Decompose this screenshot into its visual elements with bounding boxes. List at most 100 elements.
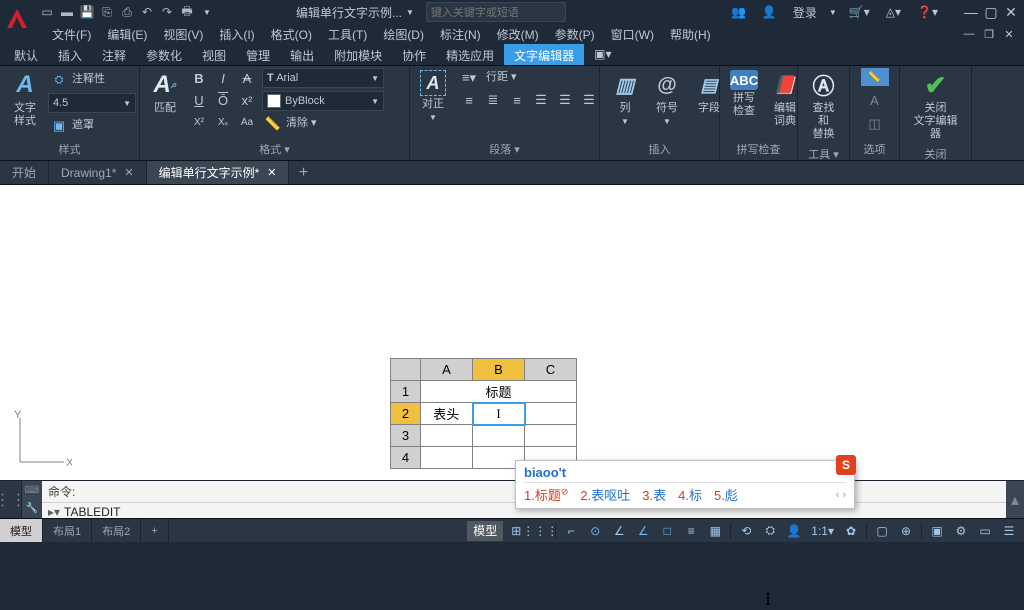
- bullet-button[interactable]: ≡▾: [458, 68, 480, 88]
- annotative-icon[interactable]: ⛭: [48, 70, 70, 90]
- doc-tab-start[interactable]: 开始: [0, 161, 49, 184]
- menu-file[interactable]: 文件(F): [44, 26, 99, 43]
- editing-table[interactable]: A B C 1 标题 2 表头 I 3 4: [390, 358, 577, 469]
- table-cell[interactable]: [525, 425, 577, 447]
- column-button[interactable]: ▥ 列▼: [606, 68, 644, 128]
- ribbon-tab-texteditor[interactable]: 文字编辑器: [504, 44, 584, 65]
- app-logo[interactable]: [4, 6, 30, 32]
- clear-button[interactable]: 清除 ▾: [286, 117, 317, 130]
- drawing-canvas[interactable]: Y X A B C 1 标题 2 表头 I 3 4 I: [0, 185, 1024, 480]
- menu-edit[interactable]: 编辑(E): [99, 26, 155, 43]
- menu-draw[interactable]: 绘图(D): [375, 26, 432, 43]
- scale-button[interactable]: 1:1▾: [807, 521, 838, 541]
- find-replace-button[interactable]: Ⓐ 查找和 替换: [804, 68, 843, 144]
- close-button[interactable]: ✕: [1002, 4, 1020, 20]
- table-row[interactable]: 3: [391, 425, 577, 447]
- units-icon[interactable]: ⊕: [895, 521, 917, 541]
- ribbon-tab-featured[interactable]: 精选应用: [436, 44, 504, 65]
- ribbon-tab-parametric[interactable]: 参数化: [136, 44, 192, 65]
- menu-help[interactable]: 帮助(H): [662, 26, 719, 43]
- close-tab-icon[interactable]: ✕: [124, 166, 133, 179]
- ribbon-tab-manage[interactable]: 管理: [236, 44, 280, 65]
- open-icon[interactable]: ▬: [58, 3, 76, 21]
- table-cell[interactable]: [525, 403, 577, 425]
- saveas-icon[interactable]: ⎘: [98, 3, 116, 21]
- ime-candidate[interactable]: 2.表呕吐: [580, 485, 630, 504]
- col-header[interactable]: C: [525, 359, 577, 381]
- minimize-button[interactable]: —: [962, 4, 980, 20]
- qat-more-icon[interactable]: ▼: [198, 3, 216, 21]
- ime-candidate[interactable]: 3.表: [642, 485, 666, 504]
- align-justify-button[interactable]: ☰: [530, 90, 552, 110]
- login-button[interactable]: 登录: [789, 4, 821, 21]
- child-restore-button[interactable]: ❐: [980, 26, 998, 42]
- align-left-button[interactable]: ≡: [458, 90, 480, 110]
- mask-icon[interactable]: ▣: [48, 116, 70, 136]
- cleanscreen-icon[interactable]: ▭: [974, 521, 996, 541]
- ruler-icon[interactable]: 📏: [262, 114, 284, 134]
- new-icon[interactable]: ▭: [38, 3, 56, 21]
- customize-icon[interactable]: ☰: [998, 521, 1020, 541]
- row-header[interactable]: 4: [391, 447, 421, 469]
- row-header[interactable]: 3: [391, 425, 421, 447]
- ribbon-tab-default[interactable]: 默认: [4, 44, 48, 65]
- row-header[interactable]: 1: [391, 381, 421, 403]
- table-cell[interactable]: [421, 425, 473, 447]
- bold-button[interactable]: B: [188, 68, 210, 88]
- table-cell[interactable]: 标题: [421, 381, 577, 403]
- annovisibility-icon[interactable]: 👤: [783, 521, 805, 541]
- command-line[interactable]: ⋮⋮ ⌨ 🔧 命令: ▸▾ TABLEDIT ▴: [0, 480, 1024, 518]
- symbol-button[interactable]: @ 符号▼: [648, 68, 686, 128]
- signin-icon[interactable]: 👥: [727, 5, 750, 19]
- add-tab-button[interactable]: +: [289, 161, 317, 184]
- table-cell[interactable]: 表头: [421, 403, 473, 425]
- col-header[interactable]: B: [473, 359, 525, 381]
- status-model-button[interactable]: 模型: [467, 521, 503, 541]
- search-input[interactable]: [431, 7, 561, 19]
- text-height-dropdown[interactable]: 4.5▼: [48, 93, 136, 113]
- overline-button[interactable]: Ō: [212, 90, 234, 110]
- lineweight-icon[interactable]: ≡: [680, 521, 702, 541]
- ribbon-tab-collab[interactable]: 协作: [392, 44, 436, 65]
- login-dropdown-icon[interactable]: ▼: [829, 8, 837, 17]
- annoscale-icon[interactable]: ⛭: [759, 521, 781, 541]
- option-b-button[interactable]: ◫: [864, 114, 886, 134]
- doc-tab-current[interactable]: 编辑单行文字示例* ✕: [147, 161, 290, 184]
- menu-modify[interactable]: 修改(M): [489, 26, 547, 43]
- menu-dimension[interactable]: 标注(N): [432, 26, 489, 43]
- table-cell[interactable]: [473, 425, 525, 447]
- ime-candidate-window[interactable]: S biaoo't 1.标题⊘ 2.表呕吐 3.表 4.标 5.彪 ‹ ›: [515, 460, 855, 509]
- ime-nav[interactable]: ‹ ›: [836, 489, 846, 501]
- user-icon[interactable]: 👤: [758, 5, 781, 19]
- save-icon[interactable]: 💾: [78, 3, 96, 21]
- cycling-icon[interactable]: ⟲: [735, 521, 757, 541]
- cmd-recent-icon[interactable]: ⌨: [25, 485, 39, 496]
- linespacing-button[interactable]: 行距 ▾: [486, 71, 517, 84]
- case-button[interactable]: Aa: [236, 112, 258, 132]
- option-a-button[interactable]: A: [864, 90, 886, 110]
- spellcheck-button[interactable]: ABC 拼写 检查: [726, 68, 762, 120]
- match-button[interactable]: A⌕ 匹配: [146, 68, 184, 117]
- monitor-icon[interactable]: ▢: [871, 521, 893, 541]
- color-dropdown[interactable]: ByBlock▼: [262, 91, 384, 111]
- text-style-button[interactable]: A 文字 样式: [6, 68, 44, 130]
- ribbon-tab-insert[interactable]: 插入: [48, 44, 92, 65]
- doc-tab-drawing1[interactable]: Drawing1* ✕: [49, 161, 147, 184]
- isolate-icon[interactable]: ▣: [926, 521, 948, 541]
- cmd-expand-icon[interactable]: ▴: [1006, 481, 1024, 518]
- align-right-button[interactable]: ≡: [506, 90, 528, 110]
- smallcaps-button[interactable]: Xₓ: [212, 112, 234, 132]
- layout-tab-1[interactable]: 布局1: [43, 519, 92, 542]
- osnap-icon[interactable]: □: [656, 521, 678, 541]
- isoplane-icon[interactable]: ∠: [608, 521, 630, 541]
- justify-button[interactable]: A 对正 ▼: [416, 68, 450, 124]
- app-icon[interactable]: ◬▾: [882, 5, 905, 19]
- otrack-icon[interactable]: ∠: [632, 521, 654, 541]
- add-layout-button[interactable]: +: [141, 519, 168, 542]
- panel-paragraph-label[interactable]: 段落 ▾: [416, 139, 593, 160]
- menu-view[interactable]: 视图(V): [155, 26, 211, 43]
- ribbon-tab-view[interactable]: 视图: [192, 44, 236, 65]
- cmd-handle-icon[interactable]: ⋮⋮: [0, 481, 22, 518]
- ruler-option-button[interactable]: 📏: [861, 68, 889, 86]
- menu-format[interactable]: 格式(O): [263, 26, 320, 43]
